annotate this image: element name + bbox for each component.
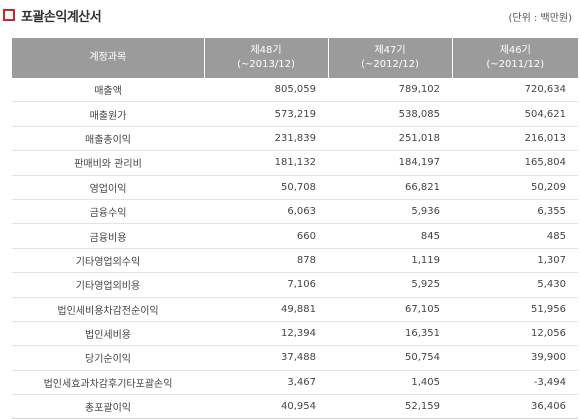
header-period-47: 제47기 (~2012/12) [327, 38, 452, 78]
value-cell-46: 1,307 [452, 248, 578, 274]
value-cell-47: 67,105 [328, 297, 452, 322]
table-row: 영업이익 50,708 66,821 50,209 [12, 175, 578, 200]
value-cell-46: 216,013 [452, 126, 578, 152]
table-row: 판매비와 관리비 181,132 184,197 165,804 [12, 150, 578, 176]
table-row: 금융비용 660 845 485 [12, 223, 578, 249]
value-cell-48: 805,059 [204, 78, 328, 103]
value-cell-47: 789,102 [328, 78, 452, 103]
value-cell-46: 39,900 [452, 345, 578, 371]
value-cell-46: 50,209 [452, 175, 578, 200]
table-row: 매출액 805,059 789,102 720,634 [12, 78, 578, 103]
value-cell-47: 1,405 [328, 370, 452, 396]
account-cell: 기타영업외수익 [12, 248, 204, 274]
value-cell-48: 878 [204, 248, 328, 274]
value-cell-48: 7,106 [204, 272, 328, 298]
value-cell-46: 720,634 [452, 78, 578, 103]
value-cell-46: 485 [452, 223, 578, 249]
unit-label: (단위 : 백만원) [508, 13, 572, 24]
account-cell: 매출액 [12, 78, 204, 103]
value-cell-47: 1,119 [328, 248, 452, 274]
account-cell: 법인세효과차감후기타포괄손익 [12, 370, 204, 396]
value-cell-46: 504,621 [452, 101, 578, 127]
value-cell-48: 50,708 [204, 175, 328, 200]
section-title: 포괄손익계산서 [21, 9, 102, 25]
value-cell-47: 66,821 [328, 175, 452, 200]
income-statement-table: 계정과목 제48기 (~2013/12) 제47기 (~2012/12) 제46기(… [12, 38, 578, 419]
value-cell-46: 36,406 [452, 394, 578, 419]
value-cell-47: 5,925 [328, 272, 452, 298]
value-cell-46: -3,494 [452, 370, 578, 396]
square-bullet-icon [3, 9, 15, 21]
account-cell: 영업이익 [12, 175, 204, 200]
value-cell-47: 52,159 [328, 394, 452, 419]
value-cell-47: 5,936 [328, 199, 452, 225]
value-cell-48: 573,219 [204, 101, 328, 127]
account-cell: 기타영업외비용 [12, 272, 204, 298]
value-cell-48: 3,467 [204, 370, 328, 396]
value-cell-46: 165,804 [452, 150, 578, 176]
value-cell-46: 51,956 [452, 297, 578, 322]
value-cell-48: 37,488 [204, 345, 328, 371]
header-account: 계정과목 [12, 38, 204, 78]
table-row: 기타영업외수익 878 1,119 1,307 [12, 248, 578, 274]
value-cell-46: 6,355 [452, 199, 578, 225]
value-cell-48: 6,063 [204, 199, 328, 225]
account-cell: 법인세비용 [12, 321, 204, 347]
account-cell: 금융수익 [12, 199, 204, 225]
value-cell-47: 538,085 [328, 101, 452, 127]
table-row: 법인세비용차감전순이익 49,881 67,105 51,956 [12, 297, 578, 322]
value-cell-47: 50,754 [328, 345, 452, 371]
table-row: 법인세효과차감후기타포괄손익 3,467 1,405 -3,494 [12, 370, 578, 396]
value-cell-46: 12,056 [452, 321, 578, 347]
table-row: 기타영업외비용 7,106 5,925 5,430 [12, 272, 578, 298]
account-cell: 금융비용 [12, 223, 204, 249]
table-row: 매출원가 573,219 538,085 504,621 [12, 101, 578, 127]
value-cell-47: 251,018 [328, 126, 452, 152]
table-row: 금융수익 6,063 5,936 6,355 [12, 199, 578, 225]
value-cell-48: 49,881 [204, 297, 328, 322]
value-cell-47: 184,197 [328, 150, 452, 176]
value-cell-47: 16,351 [328, 321, 452, 347]
header-period-46: 제46기 (~2011/12) [451, 38, 578, 78]
account-cell: 법인세비용차감전순이익 [12, 297, 204, 322]
header-period-48: 제48기 (~2013/12) [203, 38, 328, 78]
table-row: 총포괄이익 40,954 52,159 36,406 [12, 394, 578, 419]
value-cell-48: 660 [204, 223, 328, 249]
table-row: 법인세비용 12,394 16,351 12,056 [12, 321, 578, 347]
account-cell: 총포괄이익 [12, 394, 204, 419]
table-row: 당기순이익 37,488 50,754 39,900 [12, 345, 578, 371]
value-cell-46: 5,430 [452, 272, 578, 298]
account-cell: 매출원가 [12, 101, 204, 127]
value-cell-48: 181,132 [204, 150, 328, 176]
account-cell: 당기순이익 [12, 345, 204, 371]
account-cell: 매출총이익 [12, 126, 204, 152]
account-cell: 판매비와 관리비 [12, 150, 204, 176]
section-header: 포괄손익계산서 [3, 5, 102, 25]
value-cell-48: 40,954 [204, 394, 328, 419]
value-cell-48: 231,839 [204, 126, 328, 152]
value-cell-47: 845 [328, 223, 452, 249]
table-row: 매출총이익 231,839 251,018 216,013 [12, 126, 578, 152]
value-cell-48: 12,394 [204, 321, 328, 347]
table-header-row: 계정과목 제48기 (~2013/12) 제47기 (~2012/12) 제46기(… [12, 38, 578, 78]
